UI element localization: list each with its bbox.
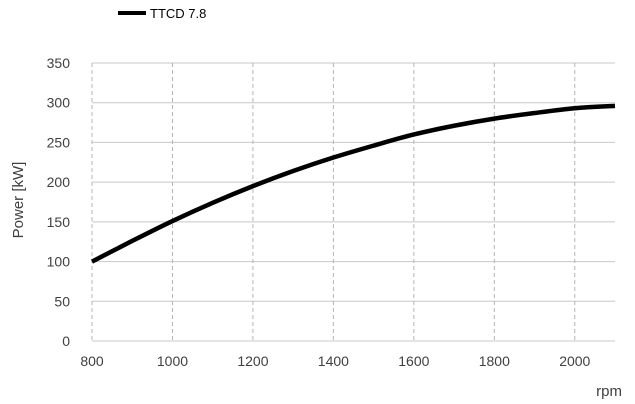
x-tick-label: 2000 [559, 353, 590, 369]
series-layer [90, 103, 616, 264]
y-tick-label: 100 [47, 254, 71, 270]
y-axis-ticks: 0 50 100 150 200 250 300 350 [47, 55, 71, 349]
legend-label: TTCD 7.8 [150, 6, 206, 21]
x-tick-label: 1400 [318, 353, 349, 369]
x-tick-label: 1600 [398, 353, 429, 369]
x-axis-ticks: 800 1000 1200 1400 1600 1800 2000 [80, 353, 590, 369]
y-tick-label: 0 [62, 333, 70, 349]
y-tick-label: 50 [54, 293, 70, 309]
x-axis-title: rpm [596, 383, 622, 400]
x-tick-label: 1800 [479, 353, 510, 369]
y-tick-label: 200 [47, 174, 71, 190]
grid [91, 62, 615, 342]
y-tick-label: 350 [47, 55, 71, 71]
y-tick-label: 150 [47, 214, 71, 230]
x-tick-label: 1200 [237, 353, 268, 369]
y-tick-label: 300 [47, 95, 71, 111]
y-tick-label: 250 [47, 134, 71, 150]
x-tick-label: 1000 [157, 353, 188, 369]
x-tick-label: 800 [80, 353, 104, 369]
series-line [90, 103, 616, 264]
legend: TTCD 7.8 [118, 6, 206, 21]
y-axis-title: Power [kW] [10, 162, 27, 239]
